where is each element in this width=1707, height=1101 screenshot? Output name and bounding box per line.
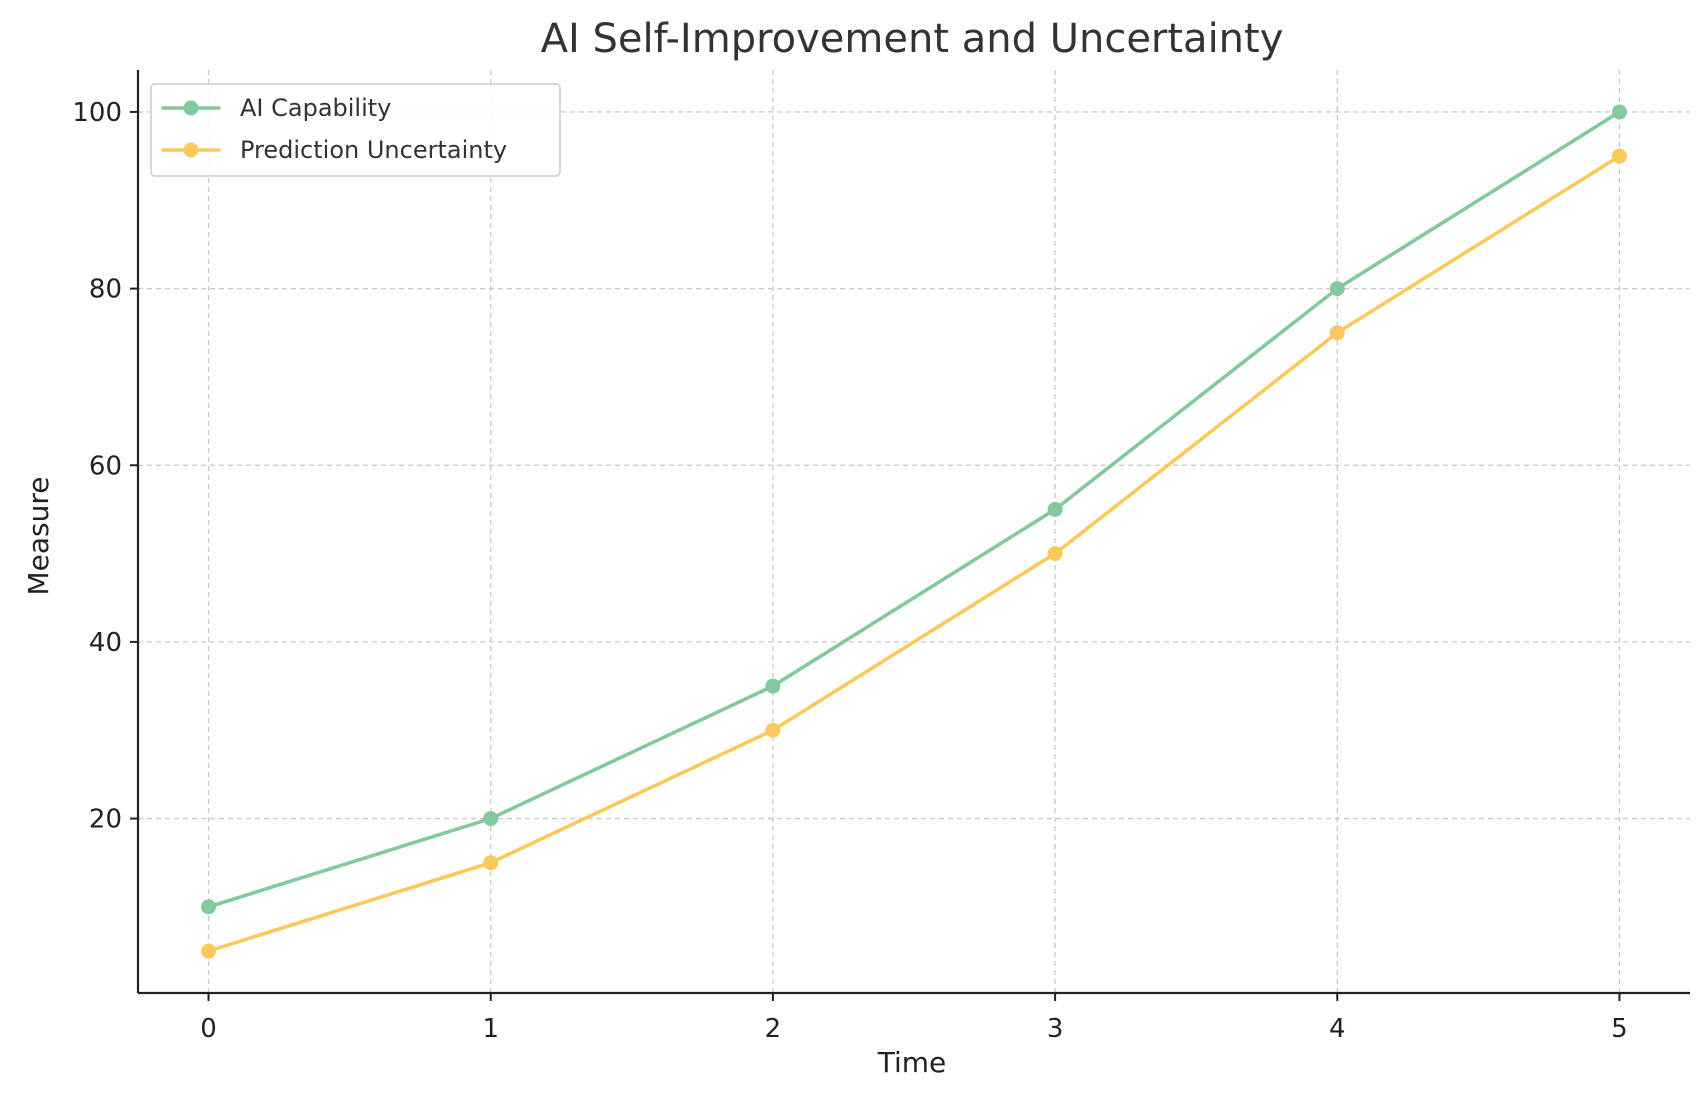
chart-title: AI Self-Improvement and Uncertainty (541, 16, 1284, 62)
legend-marker-0 (183, 100, 199, 116)
series-group (201, 104, 1627, 959)
data-point (483, 855, 499, 871)
x-axis-label: Time (877, 1046, 947, 1079)
legend-label-0: AI Capability (240, 94, 391, 122)
y-tick-label: 80 (89, 275, 122, 305)
x-tick-label: 0 (200, 1014, 217, 1044)
legend-label-1: Prediction Uncertainty (240, 136, 507, 164)
data-point (765, 678, 781, 694)
data-point (201, 899, 217, 915)
axes (136, 70, 1690, 995)
series-line-0 (206, 110, 1622, 909)
x-tick-label: 3 (1047, 1014, 1064, 1044)
data-point (1611, 104, 1627, 120)
data-point (1047, 501, 1063, 517)
y-tick-label: 40 (89, 628, 122, 658)
y-tick-label: 20 (89, 805, 122, 835)
legend-box (150, 83, 561, 177)
y-axis-label: Measure (22, 477, 55, 596)
data-point (1611, 148, 1627, 164)
x-tick-label: 4 (1329, 1014, 1346, 1044)
series-line-1 (206, 154, 1622, 953)
x-tick-label: 1 (482, 1014, 499, 1044)
data-point (483, 811, 499, 827)
data-point (1329, 325, 1345, 341)
x-tick-label: 5 (1611, 1014, 1628, 1044)
data-point (765, 722, 781, 738)
data-point (1329, 281, 1345, 297)
legend-marker-1 (183, 142, 199, 158)
legend: AI Capability Prediction Uncertainty (150, 83, 561, 177)
y-tick-label: 60 (89, 451, 122, 481)
y-axis-ticks: 20 40 60 80 100 (72, 98, 138, 835)
x-axis-ticks: 0 1 2 3 4 5 (200, 993, 1628, 1044)
data-point (201, 943, 217, 959)
y-tick-label: 100 (72, 98, 122, 128)
data-point (1047, 546, 1063, 562)
x-tick-label: 2 (765, 1014, 782, 1044)
